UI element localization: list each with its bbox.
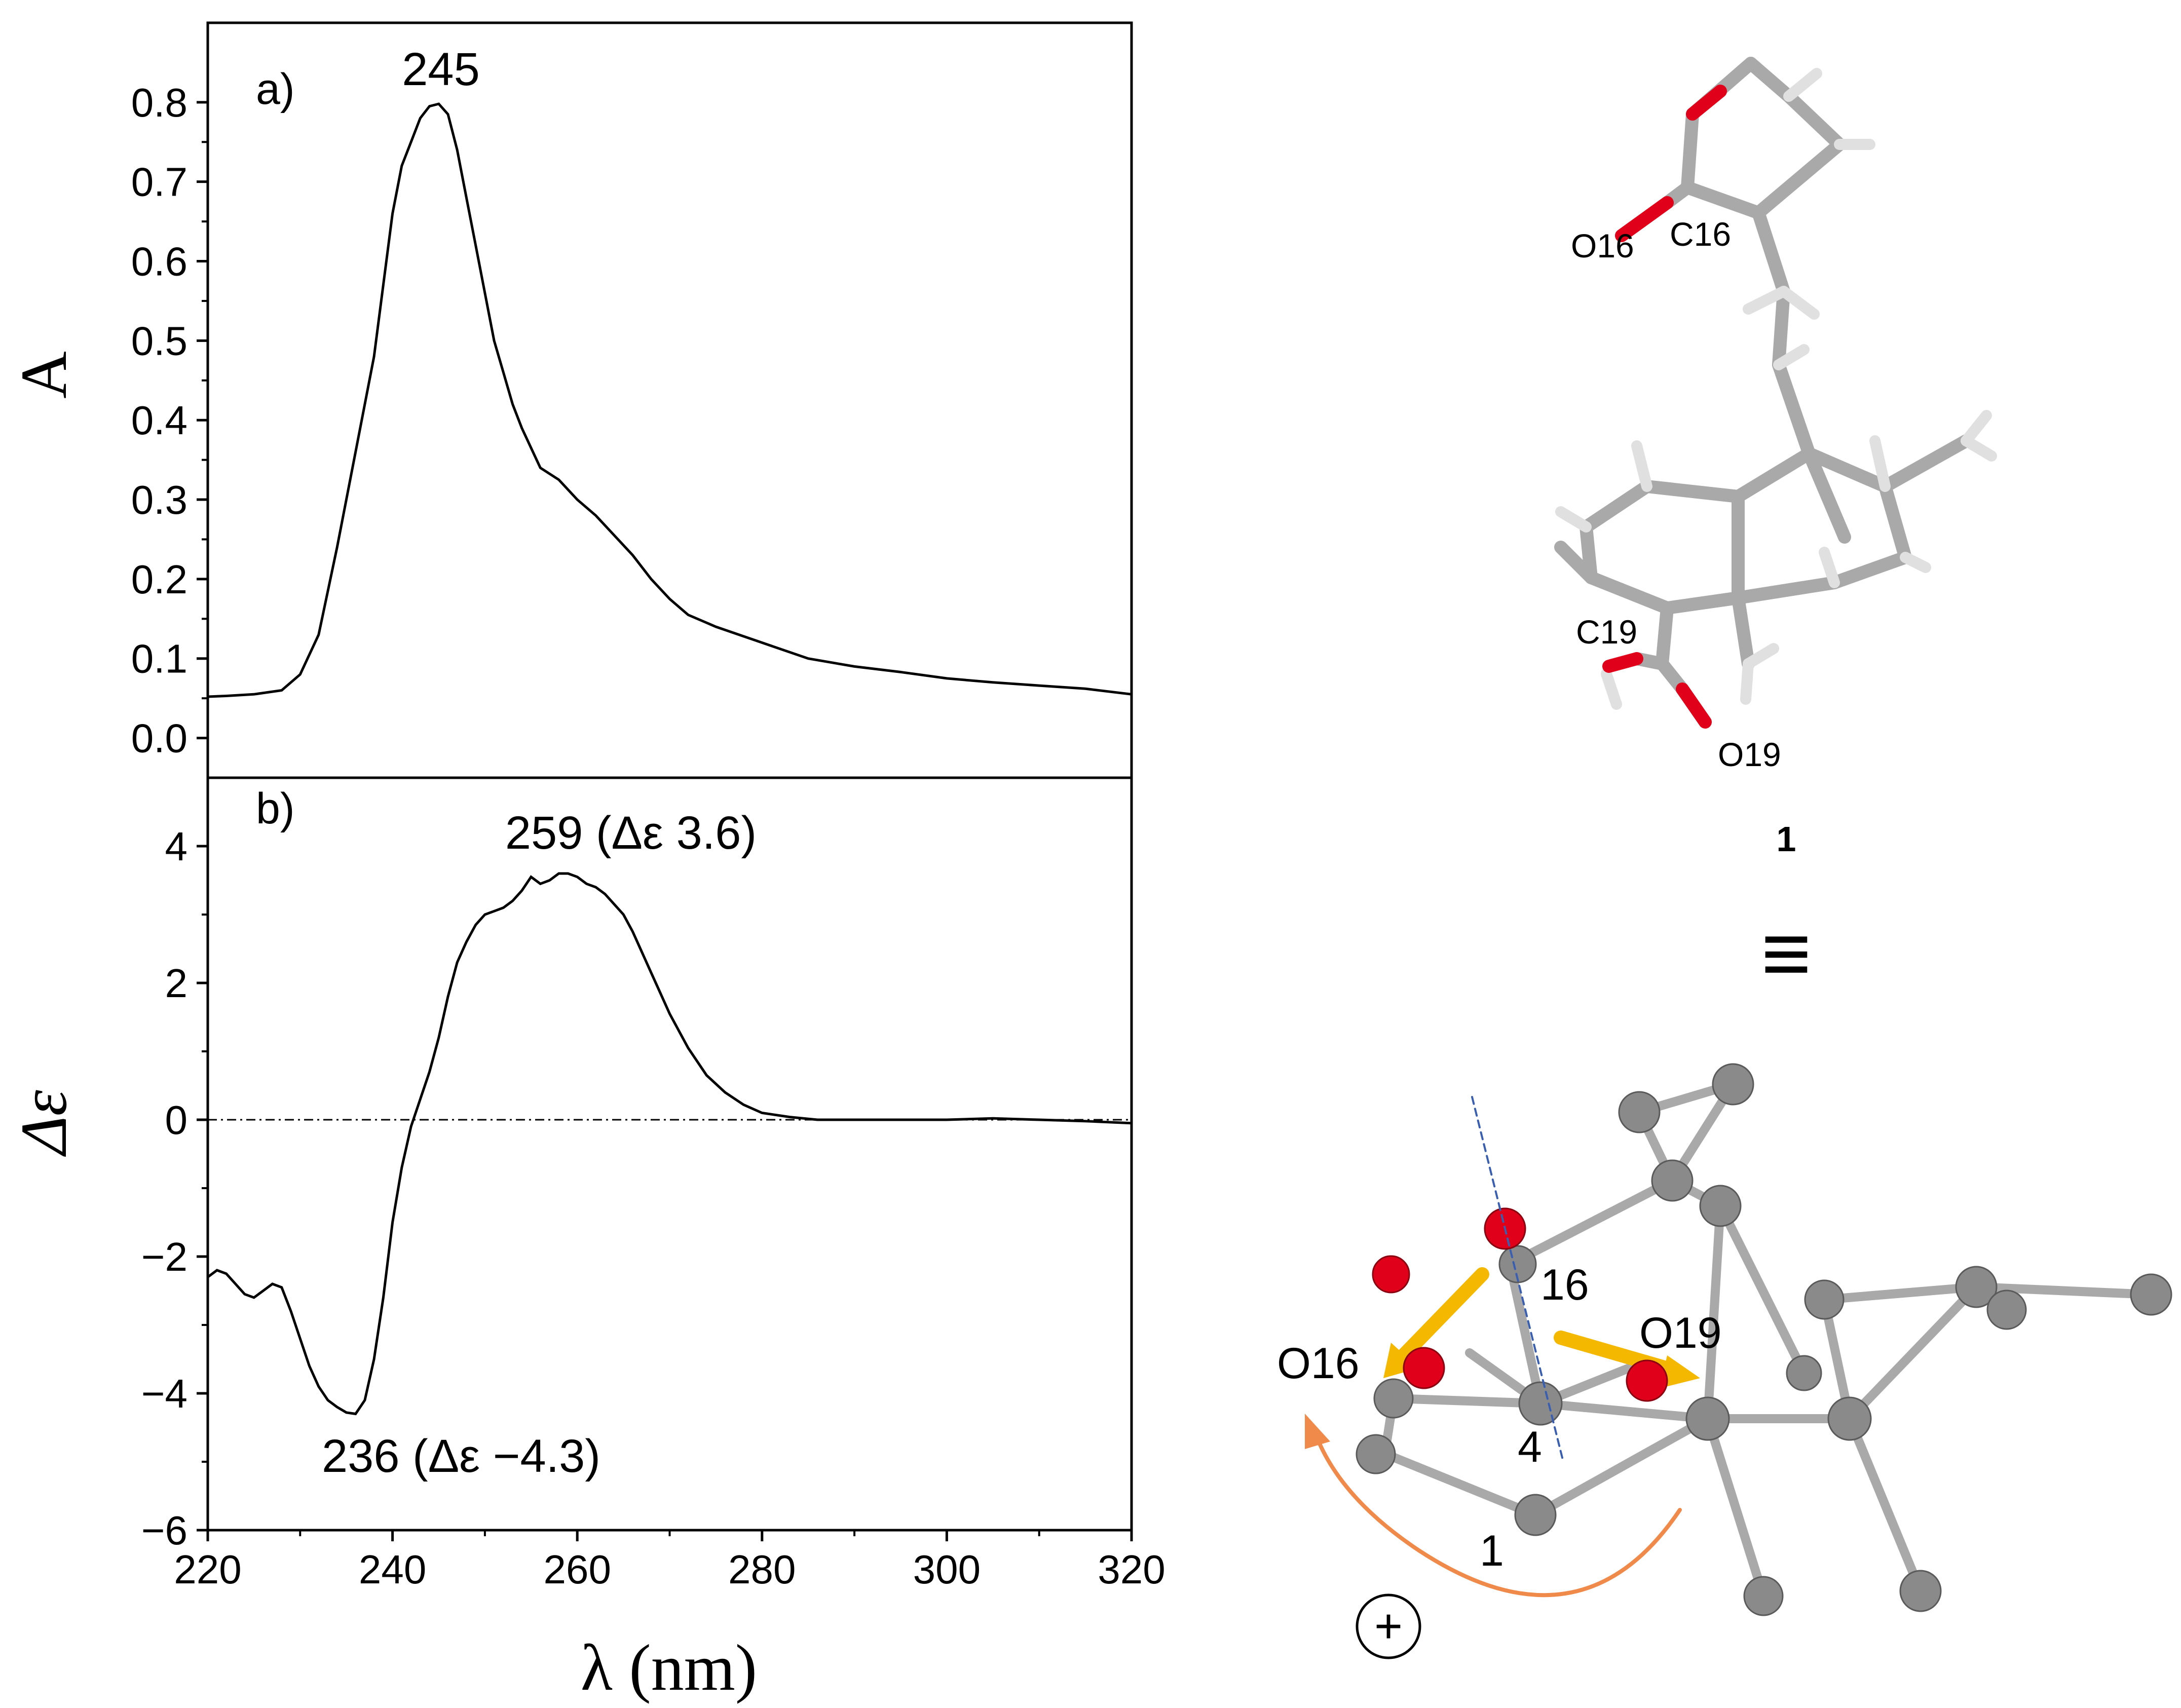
top-label-o19: O19 xyxy=(1718,736,1781,773)
y-tick-label-b: 2 xyxy=(165,961,188,1006)
bottom-label-o16: O16 xyxy=(1277,1339,1360,1388)
panel-b-y-ticks: 4 2 0 −2 −4 −6 xyxy=(141,824,208,1553)
y-axis-title-a: A xyxy=(8,351,81,399)
x-tick-label: 220 xyxy=(174,1547,241,1592)
y-tick-label-a: 0.3 xyxy=(131,477,187,522)
positive-sign: + xyxy=(1374,1599,1403,1653)
spectra-charts: 0.0 0.1 0.2 0.3 0.4 0.5 0.6 0.7 0.8 4 2 0 −2 −4 −6 22… xyxy=(8,21,1165,1704)
top-label-o16: O16 xyxy=(1571,227,1634,264)
y-tick-label-a: 0.6 xyxy=(131,239,187,284)
x-tick-label: 280 xyxy=(728,1547,796,1592)
x-tick-label: 240 xyxy=(359,1547,426,1592)
absorbance-curve xyxy=(207,102,1132,698)
y-tick-label-b: 0 xyxy=(165,1097,188,1143)
compound-number: 1 xyxy=(1777,819,1796,859)
cd-curve xyxy=(207,872,1132,1416)
top-label-c16: C16 xyxy=(1670,215,1731,253)
y-tick-label-b: −6 xyxy=(141,1508,187,1553)
y-tick-label-a: 0.0 xyxy=(131,716,187,761)
panel-b-frame xyxy=(206,776,1133,1532)
bottom-label-o19: O19 xyxy=(1639,1309,1722,1357)
y-tick-label-a: 0.7 xyxy=(131,160,187,205)
x-ticks: 220 240 260 280 300 320 xyxy=(174,1530,1165,1592)
stick-model-structure: O16 C16 C19 O19 1 ≡ xyxy=(1554,57,1997,1002)
rotation-arrow xyxy=(1315,1437,1682,1598)
trough-annotation-236: 236 (Δε −4.3) xyxy=(322,1430,600,1482)
panel-label-b: b) xyxy=(256,784,294,833)
bottom-label-c1: 1 xyxy=(1480,1527,1504,1575)
equivalence-symbol: ≡ xyxy=(1761,905,1811,1002)
bottom-label-c4: 4 xyxy=(1518,1423,1542,1471)
panel-a-frame xyxy=(206,21,1133,779)
x-tick-label: 320 xyxy=(1098,1547,1165,1592)
ball-model-structure: 16 O16 O19 4 1 + xyxy=(1277,1063,2172,1659)
y-tick-label-b: −4 xyxy=(141,1371,187,1416)
y-tick-label-a: 0.5 xyxy=(131,318,187,363)
peak-annotation-259: 259 (Δε 3.6) xyxy=(505,807,757,859)
y-tick-label-a: 0.1 xyxy=(131,636,187,681)
y-tick-label-a: 0.4 xyxy=(131,398,187,443)
peak-annotation-245: 245 xyxy=(402,44,480,95)
x-tick-label: 300 xyxy=(913,1547,981,1592)
x-axis-title: λ (nm) xyxy=(581,1631,757,1704)
panel-a-y-ticks: 0.0 0.1 0.2 0.3 0.4 0.5 0.6 0.7 0.8 xyxy=(131,80,208,761)
chirality-axis-line xyxy=(1471,1096,1564,1463)
panel-label-a: a) xyxy=(256,65,294,113)
y-tick-label-a: 0.2 xyxy=(131,557,187,602)
x-tick-label: 260 xyxy=(543,1547,611,1592)
rotation-arrowhead xyxy=(1305,1414,1330,1449)
y-tick-label-b: −2 xyxy=(141,1234,187,1279)
top-label-c19: C19 xyxy=(1576,613,1637,651)
positive-sign-circle xyxy=(1356,1593,1421,1659)
bottom-label-c16: 16 xyxy=(1540,1261,1589,1309)
y-axis-title-b: Δε xyxy=(8,1089,81,1157)
y-tick-label-a: 0.8 xyxy=(131,80,187,125)
y-tick-label-b: 4 xyxy=(165,824,188,869)
